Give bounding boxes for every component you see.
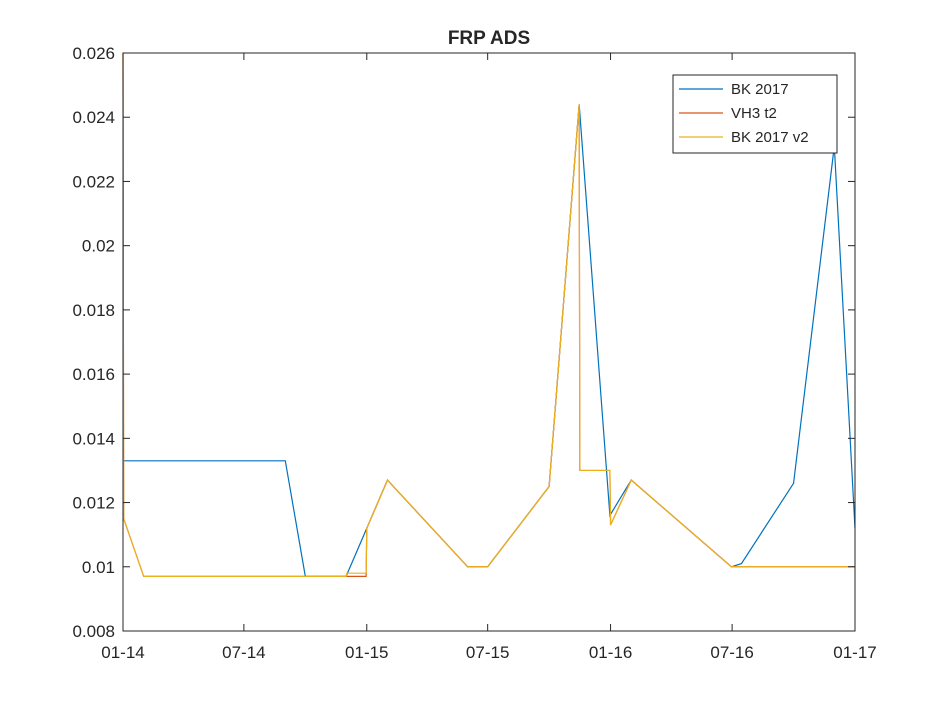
y-tick-label: 0.026 bbox=[72, 44, 115, 63]
legend-box bbox=[672, 74, 838, 154]
axes-box bbox=[122, 52, 856, 632]
y-tick-label: 0.014 bbox=[72, 429, 115, 448]
legend-label: BK 2017 bbox=[731, 81, 789, 98]
x-tick-label: 07-16 bbox=[710, 643, 753, 662]
y-tick-label: 0.008 bbox=[72, 622, 115, 641]
legend-label: BK 2017 v2 bbox=[731, 129, 809, 146]
x-tick-label: 01-14 bbox=[101, 643, 144, 662]
chart-title: FRP ADS bbox=[448, 28, 530, 49]
x-tick-label: 01-16 bbox=[589, 643, 632, 662]
series-layer bbox=[122, 52, 856, 578]
y-tick-label: 0.02 bbox=[82, 237, 115, 256]
tick-layer: 0.008 0.01 0.012 0.014 0.016 0.018 0.02 0.022 0.… bbox=[72, 44, 876, 662]
y-tick-label: 0.022 bbox=[72, 172, 115, 191]
x-tick-label: 01-15 bbox=[345, 643, 388, 662]
series-line-3 bbox=[122, 52, 855, 578]
y-tick-label: 0.024 bbox=[72, 108, 115, 127]
x-tick-label: 07-15 bbox=[466, 643, 509, 662]
legend-label: VH3 t2 bbox=[731, 105, 777, 122]
y-tick-label: 0.016 bbox=[72, 365, 115, 384]
x-tick-label: 01-17 bbox=[833, 643, 876, 662]
y-tick-label: 0.01 bbox=[82, 558, 115, 577]
x-tick-label: 07-14 bbox=[222, 643, 265, 662]
y-tick-label: 0.012 bbox=[72, 494, 115, 513]
legend: BK 2017 VH3 t2 BK 2017 v2 bbox=[672, 74, 838, 154]
y-tick-label: 0.018 bbox=[72, 301, 115, 320]
